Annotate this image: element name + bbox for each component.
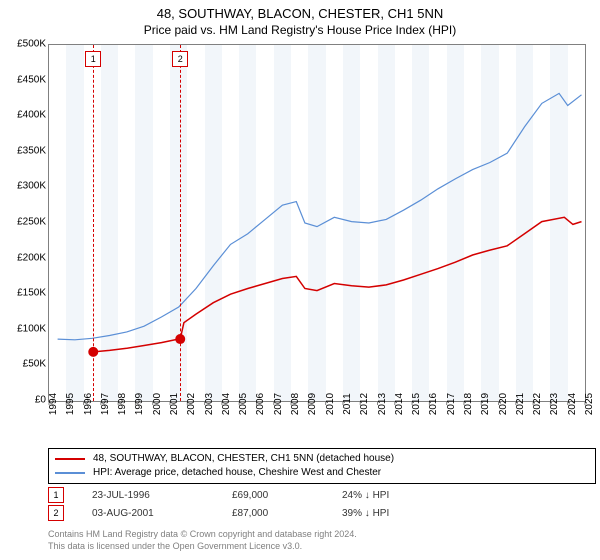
footer: Contains HM Land Registry data © Crown c… xyxy=(48,528,357,552)
legend-label: HPI: Average price, detached house, Ches… xyxy=(93,466,381,480)
x-tick-label: 2018 xyxy=(463,393,474,415)
x-tick-label: 2006 xyxy=(255,393,266,415)
x-tick-label: 1995 xyxy=(65,393,76,415)
sales-table: 1 23-JUL-1996£69,00024% ↓ HPI 2 03-AUG-2001… xyxy=(48,486,452,522)
x-tick-label: 2009 xyxy=(307,393,318,415)
x-tick-label: 2011 xyxy=(342,393,353,415)
y-tick-label: £150K xyxy=(17,288,46,299)
y-tick-label: £400K xyxy=(17,110,46,121)
sale-marker-badge: 1 xyxy=(85,51,101,67)
x-tick-label: 2019 xyxy=(480,393,491,415)
x-tick-label: 2023 xyxy=(549,393,560,415)
sale-badge: 2 xyxy=(48,505,64,521)
title-line-1: 48, SOUTHWAY, BLACON, CHESTER, CH1 5NN xyxy=(0,6,600,21)
y-tick-label: £100K xyxy=(17,323,46,334)
legend-swatch xyxy=(55,472,85,474)
y-tick-label: £0 xyxy=(35,395,46,406)
titles: 48, SOUTHWAY, BLACON, CHESTER, CH1 5NN P… xyxy=(0,0,600,37)
x-tick-label: 2016 xyxy=(428,393,439,415)
series-line xyxy=(93,217,581,352)
x-tick-label: 2005 xyxy=(238,393,249,415)
sale-badge: 1 xyxy=(48,487,64,503)
x-tick-label: 2002 xyxy=(186,393,197,415)
series-line xyxy=(58,93,582,339)
x-tick-label: 2014 xyxy=(394,393,405,415)
x-tick-label: 1999 xyxy=(134,393,145,415)
plot-svg xyxy=(49,45,585,401)
legend: 48, SOUTHWAY, BLACON, CHESTER, CH1 5NN (… xyxy=(48,448,596,484)
x-tick-label: 1997 xyxy=(100,393,111,415)
x-tick-label: 2013 xyxy=(377,393,388,415)
footer-line-2: This data is licensed under the Open Gov… xyxy=(48,540,357,552)
footer-line-1: Contains HM Land Registry data © Crown c… xyxy=(48,528,357,540)
title-line-2: Price paid vs. HM Land Registry's House … xyxy=(0,23,600,37)
x-tick-label: 2025 xyxy=(584,393,595,415)
sale-marker-line xyxy=(93,45,94,401)
x-tick-label: 1994 xyxy=(48,393,59,415)
x-tick-label: 2003 xyxy=(204,393,215,415)
x-tick-label: 2017 xyxy=(446,393,457,415)
x-tick-label: 2015 xyxy=(411,393,422,415)
x-tick-label: 2020 xyxy=(498,393,509,415)
sale-hpi: 39% ↓ HPI xyxy=(342,508,452,519)
x-tick-label: 2001 xyxy=(169,393,180,415)
legend-label: 48, SOUTHWAY, BLACON, CHESTER, CH1 5NN (… xyxy=(93,452,394,466)
y-tick-label: £450K xyxy=(17,74,46,85)
y-tick-label: £250K xyxy=(17,217,46,228)
sales-row: 2 03-AUG-2001£87,00039% ↓ HPI xyxy=(48,504,452,522)
x-tick-label: 2024 xyxy=(567,393,578,415)
sale-price: £69,000 xyxy=(232,490,342,501)
x-tick-label: 2010 xyxy=(325,393,336,415)
y-tick-label: £350K xyxy=(17,145,46,156)
x-tick-label: 2021 xyxy=(515,393,526,415)
plot-area: 12 xyxy=(48,44,586,402)
x-tick-label: 2008 xyxy=(290,393,301,415)
y-tick-label: £50K xyxy=(23,359,46,370)
sale-date: 03-AUG-2001 xyxy=(92,508,232,519)
legend-swatch xyxy=(55,458,85,460)
x-tick-label: 2012 xyxy=(359,393,370,415)
sale-hpi: 24% ↓ HPI xyxy=(342,490,452,501)
y-tick-label: £200K xyxy=(17,252,46,263)
legend-row: 48, SOUTHWAY, BLACON, CHESTER, CH1 5NN (… xyxy=(55,452,589,466)
sale-date: 23-JUL-1996 xyxy=(92,490,232,501)
chart-container: 48, SOUTHWAY, BLACON, CHESTER, CH1 5NN P… xyxy=(0,0,600,560)
x-tick-label: 1998 xyxy=(117,393,128,415)
sale-price: £87,000 xyxy=(232,508,342,519)
legend-row: HPI: Average price, detached house, Ches… xyxy=(55,466,589,480)
x-tick-label: 1996 xyxy=(83,393,94,415)
x-tick-label: 2007 xyxy=(273,393,284,415)
x-tick-label: 2000 xyxy=(152,393,163,415)
sale-marker-line xyxy=(180,45,181,401)
y-tick-label: £500K xyxy=(17,39,46,50)
sale-marker-badge: 2 xyxy=(172,51,188,67)
sales-row: 1 23-JUL-1996£69,00024% ↓ HPI xyxy=(48,486,452,504)
y-tick-label: £300K xyxy=(17,181,46,192)
x-tick-label: 2022 xyxy=(532,393,543,415)
x-tick-label: 2004 xyxy=(221,393,232,415)
